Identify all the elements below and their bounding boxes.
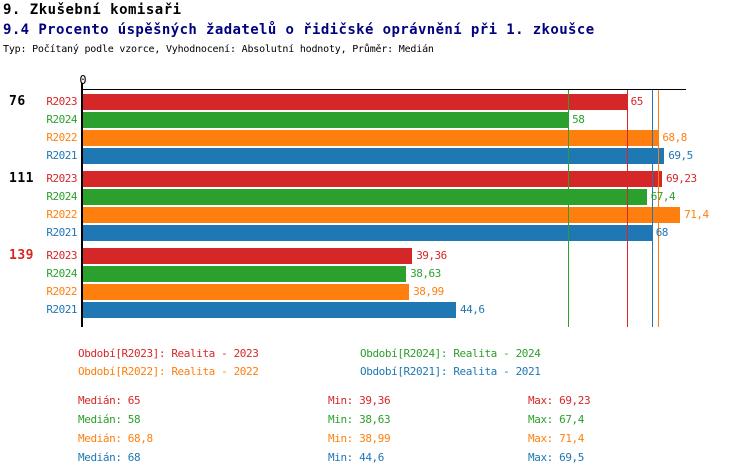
- bar-111-r2023: [83, 171, 662, 187]
- bar-value-label: 39,36: [416, 249, 447, 262]
- bar-76-r2024: [83, 112, 569, 128]
- bar-value-label: 65: [630, 95, 644, 108]
- group-label-111: 111: [9, 171, 34, 186]
- bar-76-r2021: [83, 148, 665, 164]
- bar-series-label-r2023: R2023: [46, 249, 77, 262]
- bar-111-r2022: [83, 207, 681, 223]
- bar-139-r2022: [83, 284, 410, 300]
- bar-series-label-r2023: R2023: [46, 172, 77, 185]
- stat-max-r2021: Max: 69,5: [528, 451, 585, 464]
- bar-76-r2022: [83, 130, 659, 146]
- stat-max-r2024: Max: 67,4: [528, 413, 585, 426]
- bar-value-label: 38,99: [413, 285, 444, 298]
- bar-value-label: 68,8: [662, 131, 687, 144]
- stat-min-r2023: Min: 39,36: [328, 394, 391, 407]
- chart-meta: Typ: Počítaný podle vzorce, Vyhodnocení:…: [3, 44, 434, 55]
- y-axis-line: [81, 83, 83, 327]
- bar-value-label: 68: [655, 226, 669, 239]
- bar-series-label-r2022: R2022: [46, 208, 77, 221]
- stat-median-r2023: Medián: 65: [78, 394, 141, 407]
- median-line-r2024: [568, 90, 570, 327]
- group-label-76: 76: [9, 94, 26, 109]
- median-line-r2021: [651, 90, 653, 327]
- stat-median-r2021: Medián: 68: [78, 451, 141, 464]
- bar-139-r2024: [83, 266, 407, 282]
- bar-series-label-r2021: R2021: [46, 226, 77, 239]
- page-subtitle: 9.4 Procento úspěšných žadatelů o řidičs…: [3, 22, 595, 38]
- legend-item-r2022: Období[R2022]: Realita - 2022: [78, 365, 259, 378]
- bar-value-label: 38,63: [410, 267, 441, 280]
- stat-min-r2024: Min: 38,63: [328, 413, 391, 426]
- bar-series-label-r2021: R2021: [46, 149, 77, 162]
- legend-item-r2023: Období[R2023]: Realita - 2023: [78, 347, 259, 360]
- legend-item-r2021: Období[R2021]: Realita - 2021: [360, 365, 541, 378]
- bar-value-label: 69,5: [668, 149, 693, 162]
- bar-value-label: 67,4: [650, 190, 676, 203]
- bar-series-label-r2024: R2024: [46, 190, 77, 203]
- bar-series-label-r2024: R2024: [46, 113, 77, 126]
- bar-series-label-r2021: R2021: [46, 303, 77, 316]
- stat-max-r2022: Max: 71,4: [528, 432, 585, 445]
- median-line-r2023: [626, 90, 628, 327]
- stat-median-r2022: Medián: 68,8: [78, 432, 153, 445]
- median-line-r2022: [658, 90, 660, 327]
- bar-series-label-r2022: R2022: [46, 285, 77, 298]
- stat-max-r2023: Max: 69,23: [528, 394, 591, 407]
- bar-value-label: 69,23: [666, 172, 697, 185]
- bar-chart-plot: 0 R2023 65 R2024 58 R2022 68,8 R2021 69,5 R2023 6…: [46, 73, 709, 328]
- bar-value-label: 71,4: [684, 208, 709, 221]
- legend-item-r2024: Období[R2024]: Realita - 2024: [360, 347, 541, 360]
- bar-series-label-r2022: R2022: [46, 131, 77, 144]
- bar-139-r2023: [83, 248, 413, 264]
- bar-139-r2021: [83, 302, 456, 318]
- page-title: 9. Zkušební komisaři: [3, 2, 182, 18]
- bar-111-r2024: [83, 189, 647, 205]
- stat-min-r2022: Min: 38,99: [328, 432, 391, 445]
- bar-111-r2021: [83, 225, 652, 241]
- axis-tick-zero: 0: [79, 73, 87, 87]
- group-label-139: 139: [9, 248, 34, 263]
- bar-value-label: 58: [572, 113, 585, 126]
- bar-value-label: 44,6: [460, 303, 485, 316]
- bar-series-label-r2024: R2024: [46, 267, 77, 280]
- stat-min-r2021: Min: 44,6: [328, 451, 385, 464]
- stat-median-r2024: Medián: 58: [78, 413, 141, 426]
- bar-76-r2023: [83, 94, 627, 110]
- bar-series-label-r2023: R2023: [46, 95, 77, 108]
